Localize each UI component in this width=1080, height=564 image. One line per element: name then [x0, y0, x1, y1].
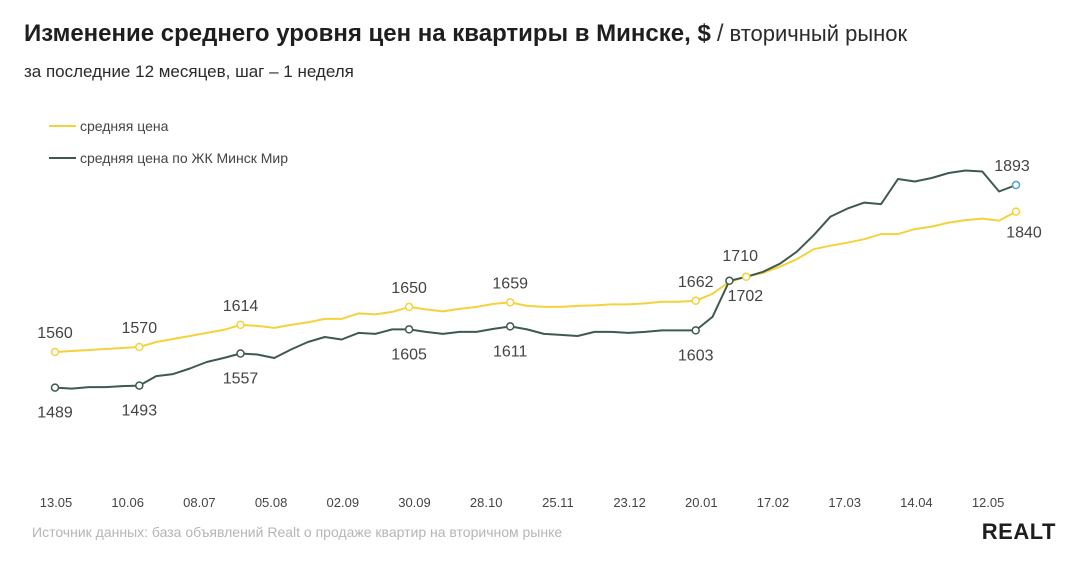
data-label-1-21: 1605	[391, 346, 427, 363]
data-label-1-11: 1557	[223, 371, 259, 388]
data-label-0-0: 1560	[37, 325, 73, 342]
data-label-1-0: 1489	[37, 405, 73, 422]
x-tick-label-11: 17.03	[828, 495, 861, 510]
chart-title: Изменение среднего уровня цен на квартир…	[24, 20, 907, 48]
x-tick-label-0: 13.05	[40, 495, 73, 510]
data-label-1-5: 1493	[122, 403, 158, 420]
data-point-1-11	[236, 349, 245, 358]
x-tick-label-6: 28.10	[470, 495, 503, 510]
data-point-0-41	[741, 272, 751, 282]
data-label-0-21: 1650	[391, 280, 427, 297]
legend-label-0: средняя цена	[80, 118, 169, 134]
x-tick-label-1: 10.06	[111, 495, 144, 510]
data-label-0-11: 1614	[223, 298, 259, 315]
x-tick-label-8: 23.12	[613, 495, 646, 510]
source-note: Источник данных: база объявлений Realt о…	[32, 524, 563, 540]
x-tick-label-7: 25.11	[542, 495, 574, 510]
data-point-1-27	[505, 322, 515, 331]
x-tick-label-3: 05.08	[255, 495, 288, 510]
data-point-1-0	[50, 383, 60, 392]
chart-subtitle: за последние 12 месяцев, шаг – 1 неделя	[24, 62, 354, 81]
data-point-0-11	[236, 320, 245, 330]
data-label-1-38: 1603	[678, 347, 714, 364]
data-label-0-27: 1659	[492, 275, 528, 292]
data-point-1-5	[135, 381, 144, 390]
x-tick-label-4: 02.09	[327, 495, 360, 510]
series-line-1	[54, 169, 1017, 390]
x-tick-label-2: 08.07	[183, 495, 216, 510]
data-point-0-27	[505, 298, 515, 307]
data-label-1-57: 1893	[994, 158, 1030, 175]
data-label-0-41: 1710	[722, 248, 758, 265]
legend-label-1: средняя цена по ЖК Минск Мир	[80, 150, 288, 166]
data-point-1-38	[691, 326, 700, 335]
x-tick-label-5: 30.09	[398, 495, 431, 510]
data-label-0-57: 1840	[1006, 225, 1042, 242]
data-point-1-21	[404, 325, 414, 334]
series-line-0	[54, 210, 1017, 353]
data-point-1-57	[1011, 180, 1021, 190]
data-point-0-57	[1011, 207, 1021, 216]
title-separator: /	[716, 20, 724, 47]
data-point-1-40	[725, 276, 734, 286]
data-label-1-40: 1702	[728, 288, 764, 305]
realt-logo: REALT	[981, 519, 1056, 544]
data-point-0-0	[50, 347, 60, 357]
x-tick-label-12: 14.04	[900, 495, 933, 510]
data-label-0-38: 1662	[678, 274, 714, 291]
x-tick-label-10: 17.02	[757, 495, 790, 510]
x-tick-label-13: 12.05	[972, 495, 1005, 510]
data-point-0-38	[691, 296, 700, 306]
data-label-0-5: 1570	[122, 320, 158, 337]
market-label: вторичный рынок	[729, 21, 908, 46]
x-tick-label-9: 20.01	[685, 495, 718, 510]
data-label-1-27: 1611	[493, 343, 528, 360]
chart-title-main: Изменение среднего уровня цен на квартир…	[24, 20, 711, 47]
data-point-0-21	[404, 302, 414, 312]
data-point-0-5	[135, 342, 144, 352]
